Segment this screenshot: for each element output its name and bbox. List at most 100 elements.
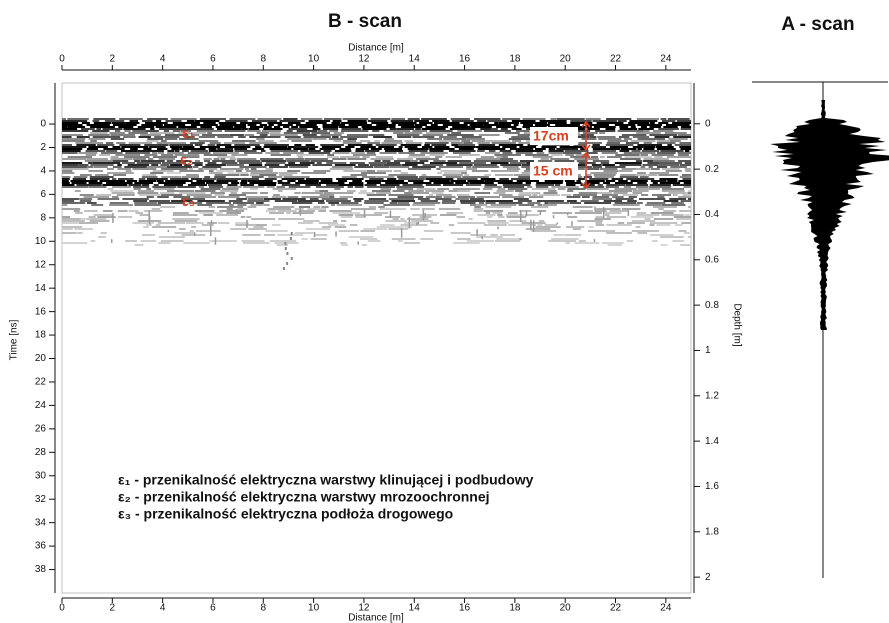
radargram-texture [534, 124, 550, 126]
radargram-texture [667, 118, 690, 120]
radargram-texture [506, 168, 520, 170]
radargram-texture [627, 209, 630, 217]
radargram-texture [615, 182, 633, 184]
radargram-texture [383, 130, 411, 132]
radargram-texture [637, 144, 662, 146]
radargram-texture [440, 214, 457, 216]
radargram-texture [420, 200, 438, 202]
radargram-texture [478, 134, 500, 136]
radargram-texture [226, 164, 244, 166]
radargram-texture [518, 204, 535, 206]
radargram-texture [110, 158, 133, 160]
radargram-texture [608, 190, 633, 192]
radargram-texture [222, 188, 239, 190]
radargram-texture [599, 168, 618, 170]
radargram-texture [138, 190, 155, 192]
radargram-texture [373, 166, 389, 168]
y-tick-label: 22 [35, 377, 47, 388]
radargram-texture [88, 216, 96, 218]
radargram-texture [430, 124, 438, 126]
radargram-texture [143, 148, 152, 150]
radargram-texture [429, 180, 450, 182]
radargram-texture [375, 156, 393, 158]
radargram-texture [570, 120, 592, 122]
radargram-texture [678, 160, 691, 162]
radargram-texture [470, 198, 484, 200]
radargram-texture [429, 150, 444, 152]
radargram-texture [387, 178, 397, 180]
radargram-texture [249, 142, 277, 144]
radargram-texture [619, 128, 638, 130]
radargram-texture [360, 230, 375, 232]
radargram-texture [129, 120, 138, 122]
radargram-texture [111, 122, 126, 124]
radargram-texture [498, 122, 519, 124]
radargram-texture [606, 224, 632, 226]
x-axis-label: Distance [m] [348, 613, 404, 623]
radargram-texture [661, 188, 684, 190]
radargram-texture [651, 240, 658, 242]
radargram-texture [502, 184, 531, 186]
radargram-texture [365, 150, 380, 152]
radargram-texture [620, 148, 637, 150]
radargram-texture [381, 142, 403, 144]
radargram-texture [146, 196, 154, 198]
radargram-texture [207, 132, 213, 134]
radargram-texture [62, 150, 81, 152]
radargram-texture [382, 160, 391, 162]
radargram-texture [618, 170, 633, 172]
radargram-texture [623, 138, 632, 140]
radargram-texture [117, 168, 131, 170]
radargram-texture [264, 164, 280, 166]
radargram-texture [660, 244, 668, 246]
radargram-texture [496, 238, 523, 240]
radargram-texture [650, 212, 674, 214]
radargram-texture [97, 216, 116, 218]
radargram-texture [626, 240, 634, 242]
radargram-texture [419, 176, 443, 178]
radargram-texture [466, 138, 485, 140]
radargram-texture [176, 160, 191, 162]
radargram-texture [122, 162, 136, 164]
radargram-texture [477, 148, 506, 150]
radargram-texture [456, 216, 465, 218]
radargram-texture [264, 178, 277, 180]
radargram-texture [270, 154, 291, 156]
radargram-texture [160, 140, 167, 142]
radargram-texture [478, 202, 484, 204]
radargram-texture [237, 158, 257, 160]
radargram-texture [269, 132, 281, 134]
radargram-texture [656, 142, 676, 144]
radargram-texture [593, 126, 616, 128]
radargram-texture [150, 128, 155, 130]
radargram-texture [284, 164, 311, 166]
radargram-texture [367, 240, 381, 242]
radargram-texture [624, 156, 652, 158]
radargram-texture [158, 182, 186, 184]
radargram-texture [277, 180, 283, 182]
y-tick-label: 4 [40, 166, 46, 177]
radargram-texture [592, 166, 602, 168]
radargram-texture [604, 212, 622, 214]
radargram-texture [567, 216, 578, 218]
radargram-texture [246, 170, 273, 172]
radargram-texture [243, 186, 265, 188]
radargram-texture [90, 240, 96, 242]
radargram-texture [366, 170, 376, 172]
radargram-texture [477, 150, 485, 152]
radargram-texture [106, 150, 118, 152]
radargram-texture [420, 152, 448, 154]
radargram-texture [412, 192, 429, 194]
radargram-texture [525, 214, 539, 216]
radargram-texture [653, 218, 674, 220]
radargram-texture [204, 160, 210, 162]
radargram-texture [187, 152, 211, 154]
radargram-texture [402, 164, 418, 166]
radargram-texture [424, 213, 426, 218]
radargram-texture [128, 132, 148, 134]
radargram-texture [269, 240, 297, 242]
radargram-texture [388, 198, 415, 200]
radargram-texture [522, 118, 546, 120]
radargram-texture [411, 160, 418, 162]
radargram-texture [596, 208, 621, 210]
